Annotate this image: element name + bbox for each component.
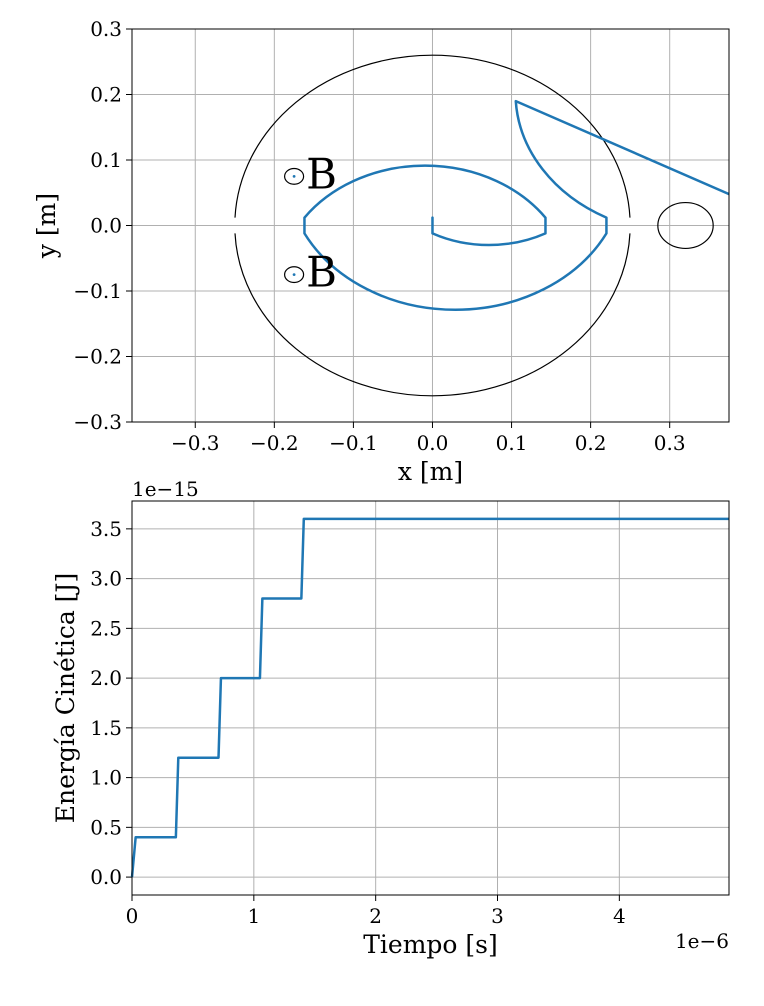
y-tick-label: 0.1 [90,148,122,172]
axes-frame [131,28,730,423]
y-tick-label: −0.1 [73,279,122,303]
y-tick-label: 0.5 [90,815,122,839]
y-axis-label: y [m] [32,193,61,259]
y-tick-label: 0.3 [90,17,122,41]
dee-lower-outline [234,233,631,397]
dee-upper-outline [234,54,631,218]
x-tick-label: −0.2 [250,431,299,455]
x-tick-label: 0.3 [654,431,686,455]
magnet-label-b: B [306,248,337,297]
axes-frame [131,500,730,896]
trajectory-plot: −0.3 −0.2 −0.1 0.0 0.1 0.2 0.3 −0.3 −0.2 −0.1 0.0 0… [32,17,730,486]
x-tick-label: 0.1 [496,431,528,455]
y-tick-label: −0.3 [73,410,122,434]
x-tick-label: 3 [491,904,504,928]
kinetic-energy-plot: 0 1 2 3 4 0.0 0.5 1.0 1.5 2.0 2.5 3.0 3.5 1e−15 1e−6 Ti… [51,477,730,959]
y-tick-label: 3.5 [90,517,122,541]
x-tick-label: 2 [369,904,382,928]
y-tick-label: 1.5 [90,716,122,740]
y-tick-label: 1.0 [90,766,122,790]
magnet-label-b: B [306,149,337,198]
x-tick-label: 0.0 [417,431,449,455]
x-tick-label: 0.2 [575,431,607,455]
x-offset-label: 1e−6 [675,929,729,953]
y-axis-label: Energía Cinética [J] [51,573,80,823]
y-tick-label: 3.0 [90,567,122,591]
y-tick-label: 2.0 [90,666,122,690]
energy-series-line [130,517,729,878]
y-offset-label: 1e−15 [132,477,199,501]
x-axis-label: x [m] [398,457,463,486]
x-tick-label: 1 [247,904,260,928]
y-tick-label: 0.0 [90,214,122,238]
y-tick-label: 2.5 [90,616,122,640]
x-tick-label: −0.3 [171,431,220,455]
grid-lines [132,28,729,423]
target-circle [657,201,714,250]
x-axis-label: Tiempo [s] [363,930,498,959]
x-tick-label: 4 [613,904,626,928]
x-tick-label: 0 [126,904,139,928]
magnet-circle [284,266,305,284]
x-tick-label: −0.1 [329,431,378,455]
magnet-dot [292,174,296,178]
plot-area: BB [234,54,729,397]
magnet-dot [292,273,296,277]
y-tick-label: 0.2 [90,83,122,107]
y-tick-label: −0.2 [73,345,122,369]
magnet-circle [284,167,305,185]
y-tick-label: 0.0 [90,865,122,889]
particle-trajectory [303,99,729,311]
